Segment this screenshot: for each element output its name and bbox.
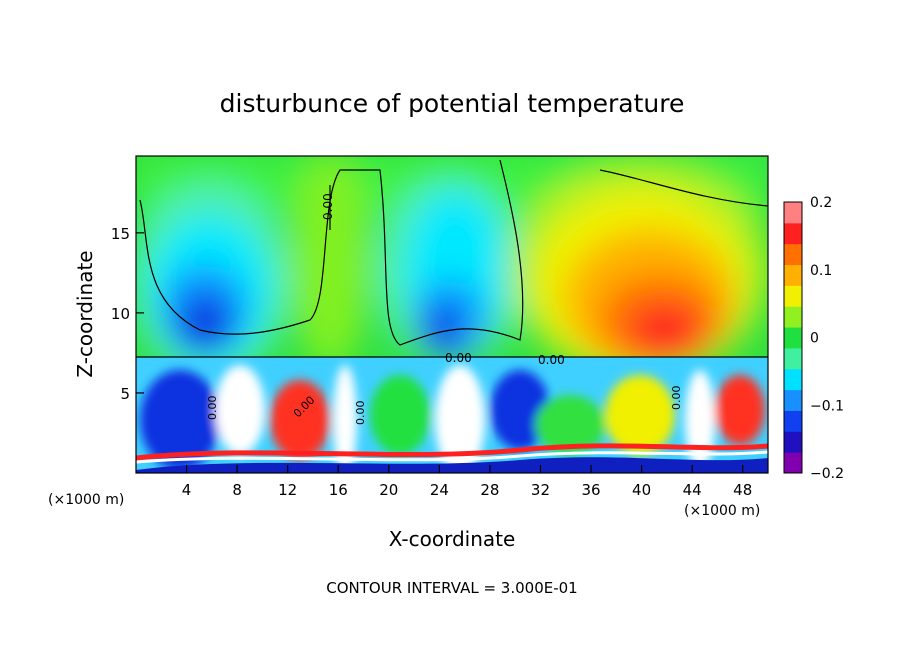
- contour-lines: [136, 159, 768, 358]
- x-tick-label: 16: [329, 481, 348, 499]
- x-tick-label: 48: [733, 481, 752, 499]
- colorbar-tick-label: 0.2: [810, 195, 832, 211]
- colorbar-tick-label: −0.2: [810, 466, 844, 482]
- x-tick-label: 28: [480, 481, 499, 499]
- x-tick-label: 40: [632, 481, 651, 499]
- colorbar-swatch: [784, 452, 802, 474]
- x-tick-label: 8: [232, 481, 242, 499]
- colorbar-swatch: [784, 410, 802, 432]
- y-tick-label: 10: [111, 305, 130, 323]
- y-axis-ticks: 5 10 15: [111, 225, 144, 403]
- colorbar-swatch: [784, 431, 802, 453]
- contour-label: 0.00: [321, 193, 335, 220]
- contour-label: 0.00: [206, 396, 219, 421]
- lower-field: [136, 357, 768, 473]
- x-tick-label: 32: [531, 481, 550, 499]
- y-tick-label: 15: [111, 225, 130, 243]
- colorbar-tick-label: 0: [810, 331, 819, 347]
- x-unit-label-right: (×1000 m): [684, 503, 760, 519]
- colorbar: 0.2 0.1 0 −0.1 −0.2: [783, 195, 844, 482]
- x-tick-label: 36: [581, 481, 600, 499]
- colorbar-swatch: [784, 285, 802, 307]
- colorbar-swatch: [784, 347, 802, 370]
- plot-frame: [135, 155, 769, 474]
- colorbar-swatch: [784, 327, 802, 349]
- colorbar-swatch: [784, 389, 802, 411]
- y-tick-label: 5: [120, 385, 130, 403]
- contour-label-group: 0.00 0.00 0.00 0.00 0.00 0.00 0.00: [206, 193, 683, 425]
- contour-label: 0.00: [670, 386, 683, 411]
- x-axis-ticks: 4 8 12 16 20 24 28 32 36 40 44 48: [182, 465, 752, 499]
- x-tick-label: 24: [430, 481, 449, 499]
- x-axis-label: X-coordinate: [389, 527, 516, 551]
- plot-area: 0.00 0.00 0.00 0.00 0.00 0.00 0.00: [136, 156, 768, 473]
- contour-label: 0.00: [354, 401, 367, 426]
- x-tick-label: 4: [182, 481, 192, 499]
- colorbar-swatch: [784, 202, 802, 224]
- colorbar-swatch: [784, 306, 802, 328]
- x-tick-label: 12: [278, 481, 297, 499]
- y-axis-label: Z-coordinate: [73, 250, 97, 377]
- colorbar-swatch: [784, 222, 802, 245]
- colorbar-swatch: [784, 368, 802, 391]
- colorbar-swatch: [784, 264, 802, 286]
- contour-interval-footer: CONTOUR INTERVAL = 3.000E-01: [326, 579, 577, 597]
- contour-label: 0.00: [538, 353, 565, 367]
- colorbar-swatch: [784, 243, 802, 266]
- colorbar-tick-label: 0.1: [810, 263, 832, 279]
- colorbar-frame: [783, 201, 803, 474]
- contour-label: 0.00: [445, 351, 472, 365]
- x-tick-label: 20: [379, 481, 398, 499]
- x-tick-label: 44: [683, 481, 702, 499]
- colorbar-tick-label: −0.1: [810, 398, 844, 414]
- upper-field: [136, 156, 768, 380]
- x-unit-label-left: (×1000 m): [48, 492, 124, 508]
- chart-title: disturbunce of potential temperature: [220, 89, 685, 118]
